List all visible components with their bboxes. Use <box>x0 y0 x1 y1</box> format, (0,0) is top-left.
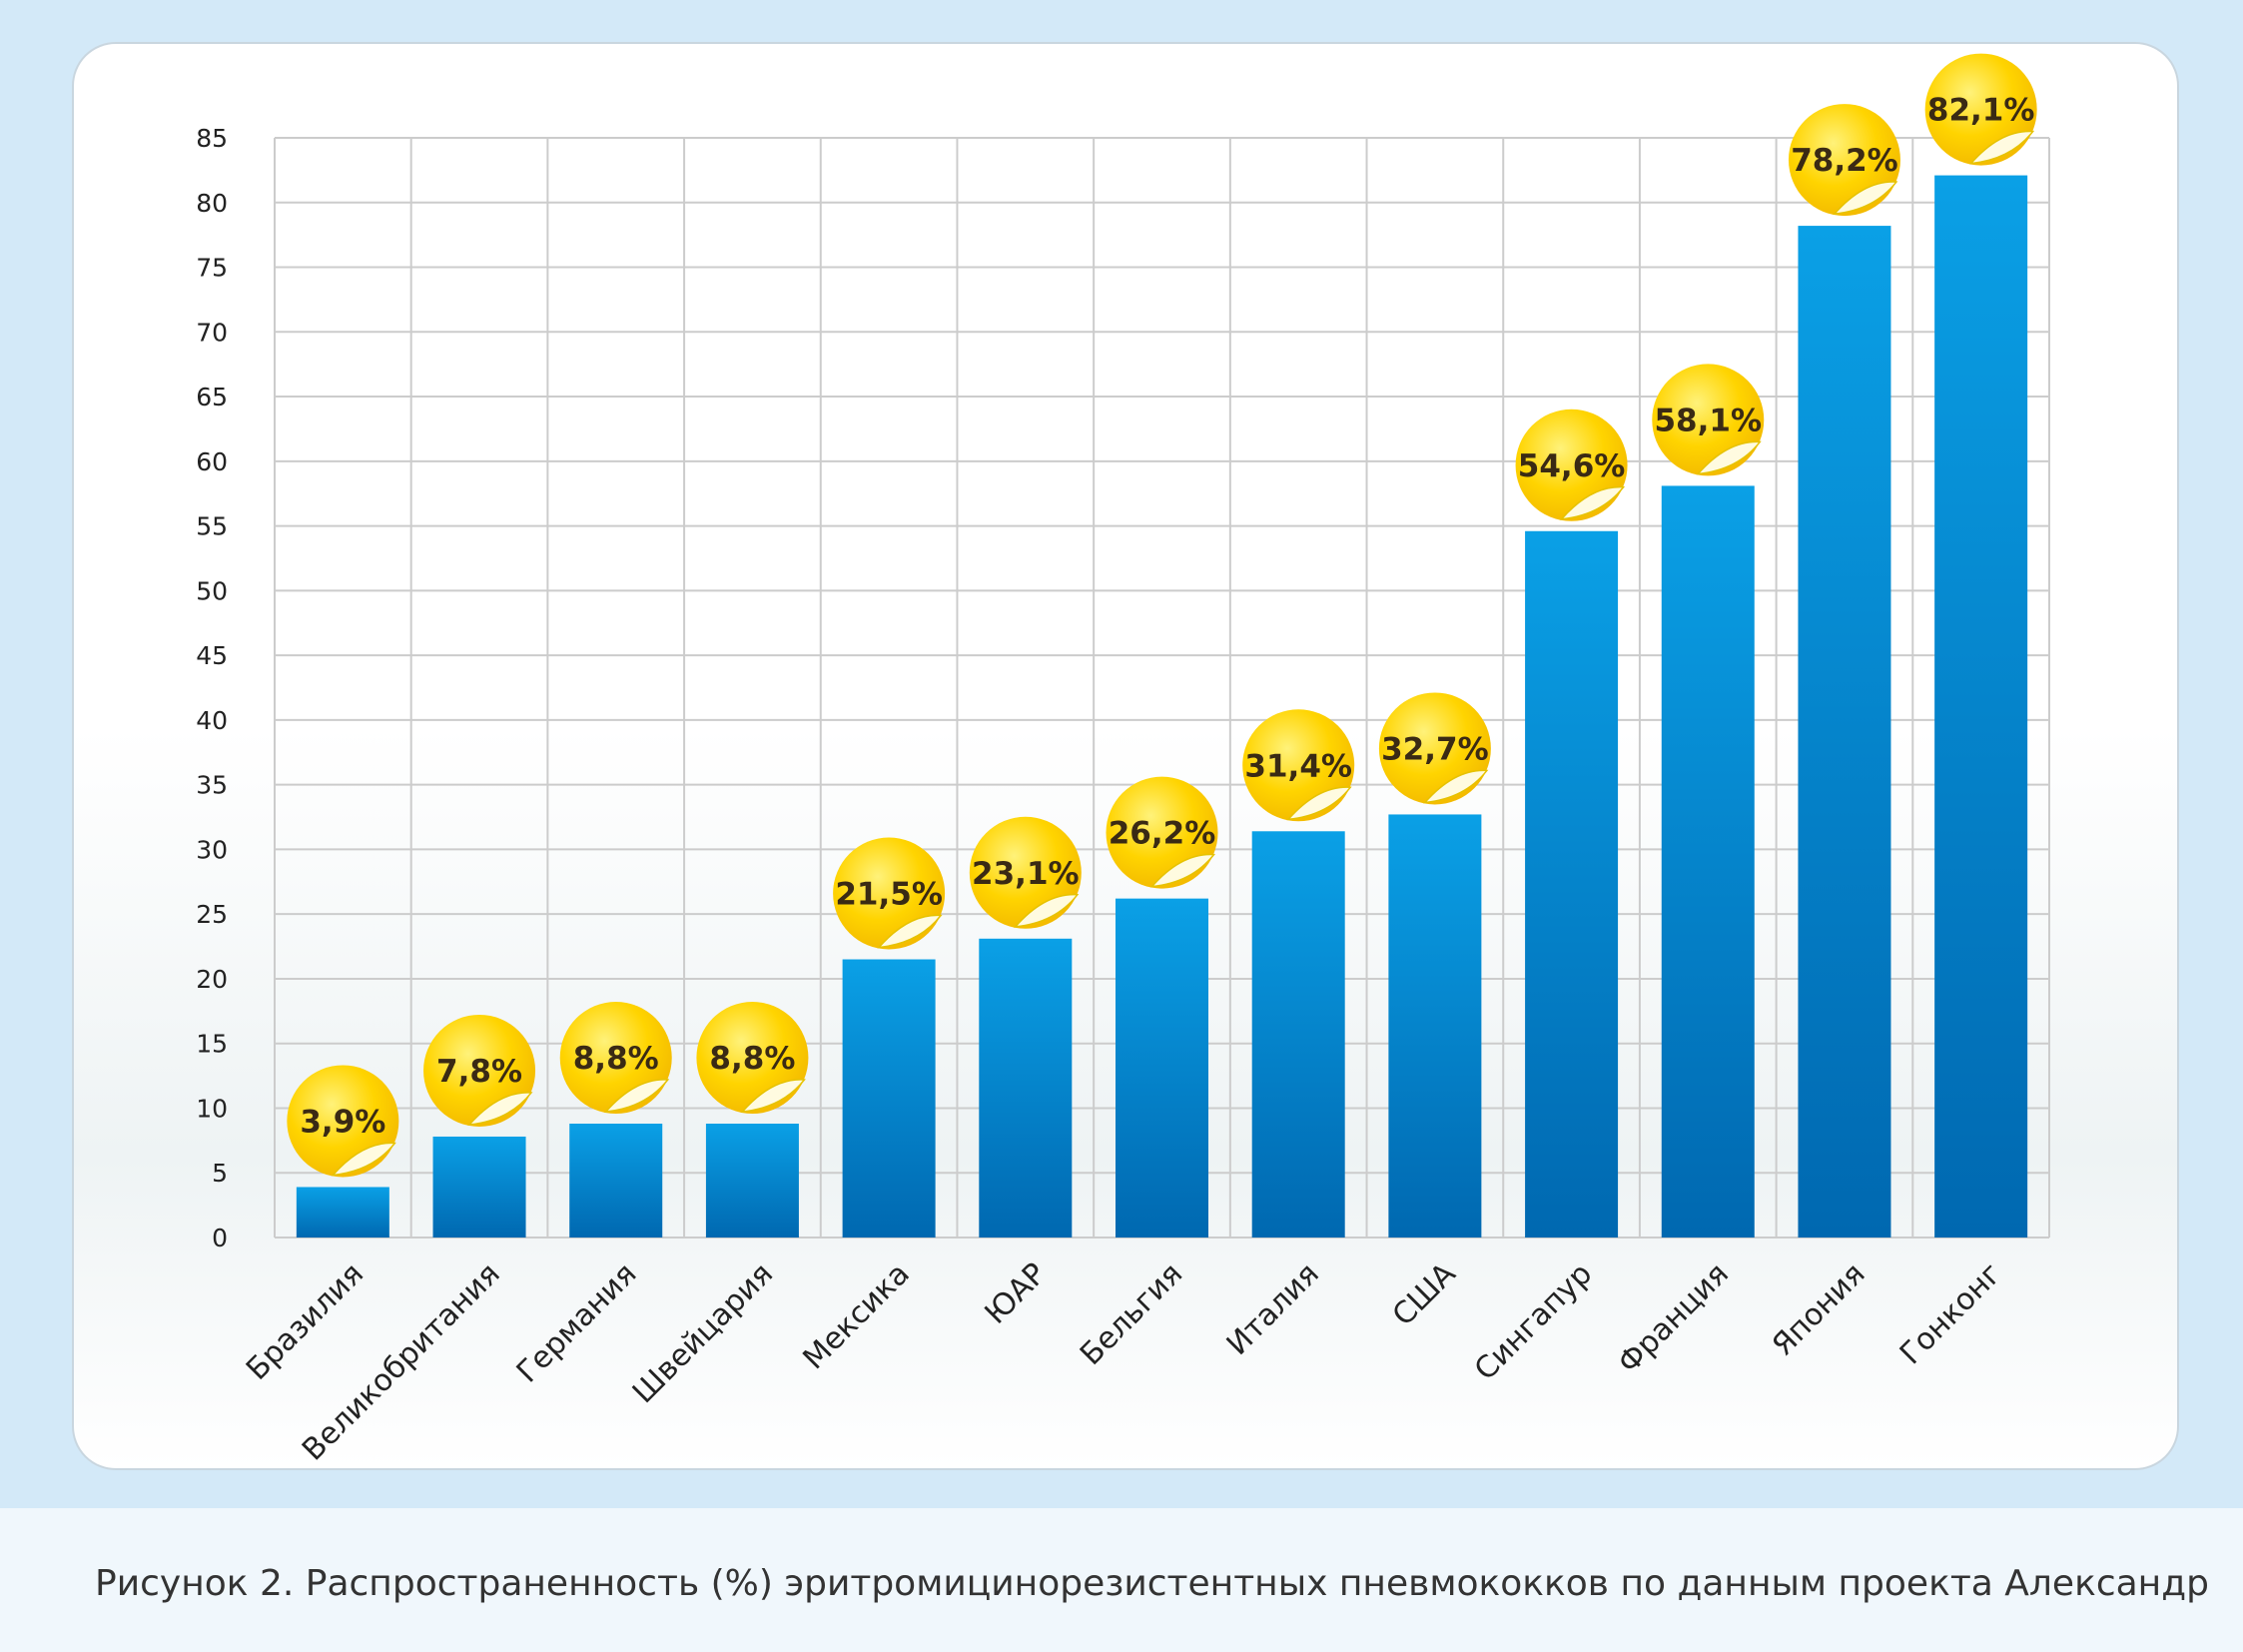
value-badge-curl <box>1696 440 1762 475</box>
y-tick-label: 45 <box>196 641 228 670</box>
y-tick-label: 20 <box>196 965 228 994</box>
category-label: Гонконг <box>1893 1256 2008 1371</box>
value-badge: 21,5% <box>833 837 946 950</box>
value-badge: 8,8% <box>696 1002 809 1115</box>
y-tick-label: 40 <box>196 706 228 735</box>
value-badge: 58,1% <box>1652 364 1765 476</box>
category-label: Япония <box>1766 1256 1872 1363</box>
bar <box>569 1124 663 1238</box>
value-label: 58,1% <box>1654 403 1762 438</box>
bar <box>842 959 936 1238</box>
category-label: США <box>1386 1256 1463 1333</box>
value-badge-curl <box>331 1142 396 1177</box>
value-badge-curl <box>740 1079 806 1113</box>
value-label: 8,8% <box>709 1041 795 1077</box>
y-tick-label: 0 <box>212 1224 228 1252</box>
value-label: 8,8% <box>573 1041 659 1077</box>
value-label: 26,2% <box>1109 816 1216 852</box>
value-label: 21,5% <box>835 877 943 913</box>
value-badge: 54,6% <box>1515 409 1628 521</box>
bar-chart: 0 5 10 15 20 25 30 35 40 45 50 55 60 65 70 75 80 85 3,9% 7… <box>196 53 2050 1468</box>
y-tick-label: 30 <box>196 835 228 864</box>
bar <box>705 1124 799 1238</box>
bar <box>432 1136 526 1238</box>
category-label: Бельгия <box>1074 1256 1189 1372</box>
bar <box>1934 175 2028 1239</box>
y-tick-label: 50 <box>196 576 228 605</box>
y-tick-label: 5 <box>212 1159 228 1188</box>
value-badge: 8,8% <box>559 1002 672 1115</box>
y-tick-label: 70 <box>196 318 228 347</box>
value-badge: 78,2% <box>1788 104 1900 217</box>
value-badge-curl <box>1968 130 2035 165</box>
bar <box>1525 530 1619 1238</box>
y-tick-label: 25 <box>196 900 228 929</box>
value-label: 3,9% <box>300 1104 385 1140</box>
value-label: 78,2% <box>1791 143 1898 179</box>
y-axis: 0 5 10 15 20 25 30 35 40 45 50 55 60 65 70 75 80 85 <box>196 124 228 1252</box>
value-badge: 32,7% <box>1378 692 1491 805</box>
y-tick-label: 85 <box>196 124 228 153</box>
value-badge-curl <box>1559 486 1626 520</box>
bar <box>1116 898 1208 1238</box>
value-badge-curl <box>877 914 943 949</box>
value-label: 32,7% <box>1381 731 1489 767</box>
value-badge-curl <box>467 1092 533 1126</box>
category-label: Италия <box>1220 1256 1326 1362</box>
bar <box>1251 831 1345 1238</box>
value-label: 7,8% <box>436 1054 522 1090</box>
value-label: 23,1% <box>972 856 1080 892</box>
value-badge-curl <box>1833 181 1898 216</box>
value-badge-curl <box>1286 786 1352 821</box>
value-badge-curl <box>603 1079 670 1113</box>
value-labels: 3,9% 7,8% 8,8% 8,8% 21,5% 23,1% 26,2% 31,4% 32,7… <box>287 53 2037 1178</box>
value-label: 54,6% <box>1518 448 1626 484</box>
category-label: Германия <box>510 1256 644 1390</box>
bar <box>1388 814 1482 1238</box>
y-tick-label: 55 <box>196 512 228 541</box>
y-tick-label: 10 <box>196 1094 228 1123</box>
value-badge: 31,4% <box>1242 709 1355 822</box>
category-label: Швейцария <box>626 1256 780 1410</box>
figure-caption: Рисунок 2. Распространенность (%) эритро… <box>95 1563 2209 1604</box>
category-label: Франция <box>1612 1256 1736 1380</box>
bars <box>296 175 2028 1239</box>
value-label: 31,4% <box>1244 748 1352 784</box>
value-badge-curl <box>1013 894 1080 928</box>
y-tick-label: 75 <box>196 254 228 283</box>
value-badge: 7,8% <box>423 1014 536 1127</box>
y-tick-label: 65 <box>196 383 228 412</box>
bar <box>1661 485 1755 1239</box>
y-tick-label: 80 <box>196 189 228 218</box>
category-label: ЮАР <box>979 1256 1054 1331</box>
bar <box>1798 226 1891 1238</box>
value-badge-curl <box>1149 853 1215 888</box>
bar <box>296 1187 389 1238</box>
value-badge: 26,2% <box>1106 776 1218 889</box>
value-badge: 3,9% <box>287 1065 399 1178</box>
y-tick-label: 35 <box>196 771 228 800</box>
category-label: Мексика <box>797 1256 917 1376</box>
category-label: Бразилия <box>240 1256 371 1387</box>
value-badge: 82,1% <box>1924 53 2037 166</box>
y-tick-label: 15 <box>196 1030 228 1059</box>
value-label: 82,1% <box>1927 93 2035 129</box>
value-badge: 23,1% <box>969 816 1082 929</box>
bar <box>979 938 1073 1238</box>
value-badge-curl <box>1423 769 1489 804</box>
category-label: Сингапур <box>1468 1256 1599 1387</box>
y-tick-label: 60 <box>196 447 228 476</box>
